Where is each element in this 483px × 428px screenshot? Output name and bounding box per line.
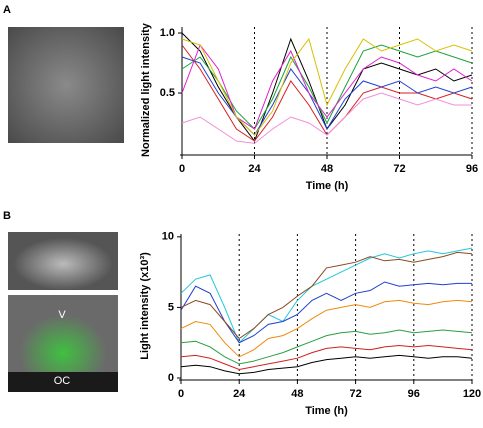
- series-line: [180, 354, 473, 375]
- series-line: [181, 56, 473, 136]
- x-tick-label: 72: [393, 163, 405, 175]
- series-line: [181, 37, 473, 136]
- x-axis-title: Time (h): [305, 405, 348, 417]
- series-line: [180, 344, 473, 371]
- series-line: [181, 92, 472, 144]
- x-tick-label: 96: [408, 388, 420, 400]
- series-line: [181, 43, 473, 130]
- y-tick-label: 5: [168, 301, 174, 313]
- image-label: V: [58, 309, 66, 321]
- series-line: [180, 251, 473, 340]
- x-tick-label: 120: [463, 388, 481, 400]
- x-axis-title: Time (h): [306, 180, 349, 192]
- x-tick-label: 24: [233, 388, 246, 400]
- y-tick-label: 0: [168, 372, 174, 384]
- y-tick-label: 1.0: [160, 27, 175, 39]
- x-tick-label: 0: [178, 388, 184, 400]
- series-line: [180, 247, 473, 344]
- micrograph: [8, 27, 124, 143]
- series-line: [180, 281, 472, 344]
- micrograph-dark-region: [8, 372, 118, 392]
- y-axis-title: Light intensity (x10³): [139, 252, 151, 360]
- x-tick-label: 48: [291, 388, 303, 400]
- micrograph: [8, 232, 118, 290]
- x-tick-label: 96: [466, 163, 478, 175]
- x-tick-label: 72: [349, 388, 361, 400]
- x-tick-label: 48: [321, 163, 333, 175]
- x-tick-label: 0: [179, 163, 185, 175]
- series-line: [180, 329, 473, 365]
- x-tick-label: 24: [248, 163, 261, 175]
- y-axis-title: Normalized light intensity: [140, 22, 152, 157]
- series-line: [180, 299, 473, 358]
- y-tick-label: 0.5: [160, 87, 175, 99]
- y-tick-label: 10: [162, 231, 174, 243]
- panel-label: A: [3, 4, 11, 16]
- panel-label: B: [3, 210, 11, 222]
- image-label: OC: [54, 375, 71, 387]
